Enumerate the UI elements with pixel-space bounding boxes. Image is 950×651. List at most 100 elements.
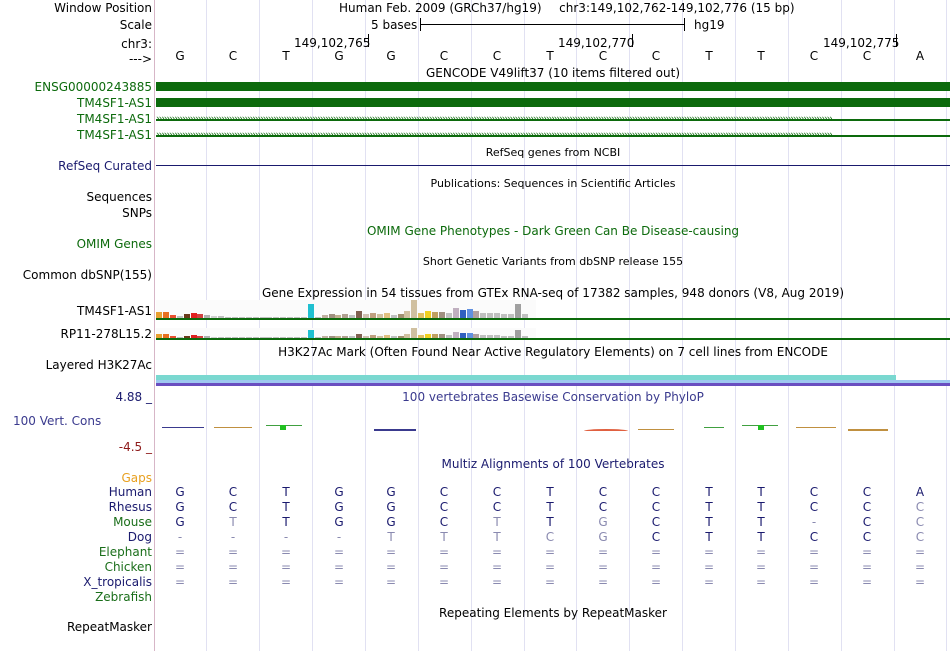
species-label[interactable]: Mouse <box>113 515 152 529</box>
gtex-tissue-bar[interactable] <box>411 328 418 338</box>
gtex-tissue-bar[interactable] <box>287 317 294 318</box>
gtex-tissue-bar[interactable] <box>363 314 369 318</box>
gtex-tissue-bar[interactable] <box>300 317 307 318</box>
gtex-tissue-bar[interactable] <box>190 313 197 318</box>
gtex-tissue-bar[interactable] <box>266 337 273 338</box>
gtex-tissue-bar[interactable] <box>204 336 211 338</box>
repeatmasker-track-label[interactable]: RepeatMasker <box>66 620 152 634</box>
gtex-tissue-bar[interactable] <box>245 337 252 338</box>
snps-track-label[interactable]: SNPs <box>122 206 152 220</box>
dbsnp-track-label[interactable]: Common dbSNP(155) <box>22 268 152 282</box>
gtex-expression-chart-2[interactable] <box>156 328 536 338</box>
gtex-gene-label-2[interactable]: RP11-278L15.2 <box>60 327 152 341</box>
gtex-tissue-bar[interactable] <box>514 330 521 338</box>
gtex-tissue-bar[interactable] <box>487 335 494 338</box>
gtex-tissue-bar[interactable] <box>369 335 376 338</box>
gtex-tissue-bar[interactable] <box>176 337 183 338</box>
gtex-tissue-bar[interactable] <box>245 317 252 318</box>
gtex-tissue-bar[interactable] <box>397 314 404 318</box>
gtex-tissue-bar[interactable] <box>342 314 349 318</box>
gencode-item-label-4[interactable]: TM4SF1-AS1 <box>77 128 152 142</box>
gtex-tissue-bar[interactable] <box>521 336 528 338</box>
gtex-expression-chart-1[interactable] <box>156 300 536 318</box>
gtex-tissue-bar[interactable] <box>445 313 452 318</box>
gtex-tissue-bar[interactable] <box>376 336 383 338</box>
gtex-tissue-bar[interactable] <box>459 310 466 318</box>
species-label[interactable]: Chicken <box>104 560 152 574</box>
gtex-tissue-bar[interactable] <box>425 311 432 318</box>
gtex-tissue-bar[interactable] <box>452 332 459 338</box>
gtex-tissue-bar[interactable] <box>321 336 328 338</box>
gtex-tissue-bar[interactable] <box>383 335 390 338</box>
gtex-tissue-bar[interactable] <box>369 313 376 318</box>
gtex-tissue-bar[interactable] <box>238 337 245 338</box>
gtex-tissue-bar[interactable] <box>169 336 176 338</box>
phylop-signal[interactable] <box>156 420 950 440</box>
gtex-tissue-bar[interactable] <box>418 335 425 338</box>
gtex-tissue-bar[interactable] <box>328 336 335 338</box>
gtex-tissue-bar[interactable] <box>183 314 190 318</box>
gtex-tissue-bar[interactable] <box>397 336 404 338</box>
gtex-gene-label-1[interactable]: TM4SF1-AS1 <box>77 304 152 318</box>
gtex-tissue-bar[interactable] <box>204 315 211 318</box>
gtex-tissue-bar[interactable] <box>287 337 294 338</box>
gtex-tissue-bar[interactable] <box>473 334 480 338</box>
gtex-tissue-bar[interactable] <box>169 315 176 318</box>
gencode-track-title[interactable]: GENCODE V49lift37 (10 items filtered out… <box>425 66 680 80</box>
h3k27ac-track-title[interactable]: H3K27Ac Mark (Often Found Near Active Re… <box>278 345 828 359</box>
gtex-tissue-bar[interactable] <box>480 313 487 318</box>
gtex-tissue-bar[interactable] <box>183 336 190 338</box>
gtex-tissue-bar[interactable] <box>356 311 363 318</box>
gtex-tissue-bar[interactable] <box>252 317 259 318</box>
gtex-tissue-bar[interactable] <box>404 311 411 318</box>
repeatmasker-track-title[interactable]: Repeating Elements by RepeatMasker <box>439 606 667 620</box>
gencode-item-label-2[interactable]: TM4SF1-AS1 <box>77 96 152 110</box>
gtex-tissue-bar[interactable] <box>307 330 314 338</box>
gtex-tissue-bar[interactable] <box>211 337 218 338</box>
gtex-tissue-bar[interactable] <box>480 335 487 338</box>
gtex-tissue-bar[interactable] <box>501 314 507 318</box>
gtex-tissue-bar[interactable] <box>218 337 225 338</box>
gtex-tissue-bar[interactable] <box>383 313 390 318</box>
gtex-tissue-bar[interactable] <box>390 315 397 318</box>
gtex-tissue-bar[interactable] <box>238 317 245 318</box>
h3k27ac-track-label[interactable]: Layered H3K27Ac <box>45 358 152 372</box>
gtex-tissue-bar[interactable] <box>466 333 473 338</box>
gtex-tissue-bar[interactable] <box>314 337 321 338</box>
omim-track-title[interactable]: OMIM Gene Phenotypes - Dark Green Can Be… <box>366 224 740 238</box>
phylop-track-title[interactable]: 100 vertebrates Basewise Conservation by… <box>402 390 704 404</box>
gencode-transcript-4[interactable]: ››››››››››››››››››››››››››››››››››››››››… <box>156 130 833 140</box>
gtex-tissue-bar[interactable] <box>252 337 259 338</box>
track-data-area[interactable]: Human Feb. 2009 (GRCh37/hg19) chr3:149,1… <box>154 0 950 651</box>
gtex-tissue-bar[interactable] <box>418 313 425 318</box>
gtex-tissue-bar[interactable] <box>438 334 445 338</box>
gtex-tissue-bar[interactable] <box>521 314 528 318</box>
gtex-tissue-bar[interactable] <box>176 316 183 318</box>
omim-track-label[interactable]: OMIM Genes <box>76 237 152 251</box>
gtex-tissue-bar[interactable] <box>342 336 349 338</box>
gtex-tissue-bar[interactable] <box>473 311 480 318</box>
gtex-tissue-bar[interactable] <box>328 314 335 318</box>
gtex-tissue-bar[interactable] <box>294 337 300 338</box>
gtex-tissue-bar[interactable] <box>432 334 438 338</box>
gtex-tissue-bar[interactable] <box>487 313 494 318</box>
gtex-tissue-bar[interactable] <box>280 337 287 338</box>
refseq-gene-line[interactable] <box>156 165 950 166</box>
multiz-track-title[interactable]: Multiz Alignments of 100 Vertebrates <box>441 457 665 471</box>
gtex-tissue-bar[interactable] <box>321 315 328 318</box>
refseq-track-title[interactable]: RefSeq genes from NCBI <box>485 146 621 159</box>
species-label[interactable]: Human <box>108 485 152 499</box>
gtex-tissue-bar[interactable] <box>349 315 356 318</box>
species-label[interactable]: Dog <box>127 530 152 544</box>
species-label[interactable]: Zebrafish <box>95 590 152 604</box>
gtex-tissue-bar[interactable] <box>156 312 162 318</box>
gtex-tissue-bar[interactable] <box>218 316 225 318</box>
gencode-transcript-3[interactable]: ››››››››››››››››››››››››››››››››››››››››… <box>156 114 833 124</box>
gtex-tissue-bar[interactable] <box>404 334 411 338</box>
gtex-tissue-bar[interactable] <box>425 334 432 338</box>
gtex-tissue-bar[interactable] <box>514 304 521 318</box>
dbsnp-track-title[interactable]: Short Genetic Variants from dbSNP releas… <box>422 255 684 268</box>
gtex-tissue-bar[interactable] <box>432 312 438 318</box>
species-label[interactable]: Rhesus <box>108 500 152 514</box>
refseq-track-label[interactable]: RefSeq Curated <box>58 159 152 173</box>
